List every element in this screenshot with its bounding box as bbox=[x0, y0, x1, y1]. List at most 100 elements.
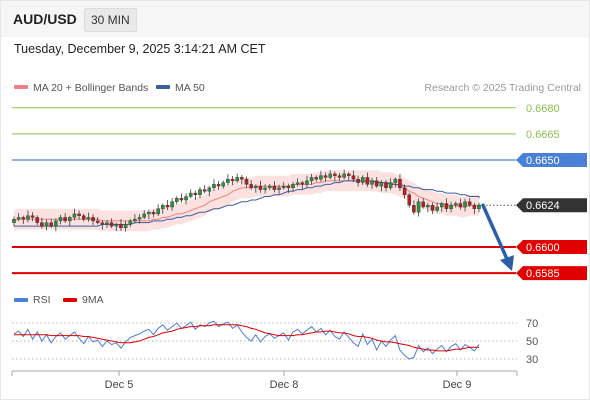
candle-body bbox=[40, 222, 44, 227]
candle-body bbox=[365, 177, 370, 185]
level-0-6650-label: 0.6650 bbox=[526, 155, 560, 167]
candle-body bbox=[21, 217, 26, 220]
header-bar: AUD/USD 30 MIN bbox=[1, 1, 589, 37]
price-level-labels: 0.6680 0.6665 0.6650 0.6624 0.6600 0.6585 bbox=[516, 103, 587, 281]
candle-body bbox=[463, 201, 467, 208]
candle-body bbox=[244, 178, 249, 185]
ma50-legend-label: MA 50 bbox=[175, 82, 205, 94]
candle-body bbox=[202, 189, 207, 192]
candle-body bbox=[12, 218, 16, 223]
ma50-legend-swatch bbox=[156, 85, 170, 89]
level-0-6680-label: 0.6680 bbox=[526, 103, 560, 115]
candle-body bbox=[67, 217, 72, 222]
candle-body bbox=[26, 215, 30, 220]
candle-body bbox=[188, 192, 193, 197]
candle-body bbox=[356, 178, 360, 183]
rsi-legend-swatch bbox=[14, 298, 28, 302]
candle-body bbox=[267, 185, 272, 189]
price-legend: MA 20 + Bollinger Bands MA 50 bbox=[14, 82, 205, 94]
ma20-legend-label: MA 20 + Bollinger Bands bbox=[33, 82, 148, 94]
candle-body bbox=[277, 187, 281, 190]
candle-body bbox=[444, 203, 449, 209]
candle-body bbox=[170, 201, 174, 208]
candle-body bbox=[467, 201, 472, 206]
rsi-level-label-30: 30 bbox=[526, 354, 538, 366]
candle-body bbox=[165, 205, 170, 208]
candle-body bbox=[379, 182, 384, 187]
candle-body bbox=[49, 222, 53, 227]
candle-body bbox=[426, 205, 430, 208]
ma20-legend-swatch bbox=[14, 85, 28, 89]
candle-body bbox=[384, 182, 388, 189]
candle-body bbox=[174, 198, 179, 202]
candle-body bbox=[253, 185, 258, 189]
candle-body bbox=[370, 180, 374, 185]
candle-body bbox=[458, 203, 463, 208]
candle-body bbox=[212, 184, 216, 189]
candle-body bbox=[291, 184, 295, 189]
candle-body bbox=[216, 184, 221, 187]
candle-body bbox=[323, 175, 328, 178]
candle-body bbox=[179, 198, 184, 201]
x-label-dec5: Dec 5 bbox=[105, 379, 134, 391]
ma50-line bbox=[14, 180, 480, 227]
candle-body bbox=[35, 217, 40, 223]
candle-body bbox=[398, 178, 402, 189]
candle-body bbox=[305, 180, 309, 185]
timeframe-selector[interactable]: 30 MIN bbox=[84, 8, 137, 32]
candle-body bbox=[351, 175, 356, 180]
level-0-6665-label: 0.6665 bbox=[526, 129, 560, 141]
rsi-panel: 70 50 30 bbox=[12, 318, 538, 366]
candle-body bbox=[16, 217, 21, 220]
level-0-6585-label: 0.6585 bbox=[526, 268, 560, 280]
candle-body bbox=[105, 222, 109, 225]
x-label-dec8: Dec 8 bbox=[270, 379, 299, 391]
candle-body bbox=[319, 175, 323, 180]
candle-body bbox=[142, 213, 147, 218]
candle-body bbox=[449, 205, 453, 209]
candle-body bbox=[137, 217, 142, 220]
forecast-layer bbox=[481, 203, 514, 272]
candle-body bbox=[295, 182, 300, 185]
candle-body bbox=[198, 189, 202, 196]
candle-body bbox=[393, 178, 398, 183]
candle-body bbox=[258, 185, 263, 190]
level-0-6585-tag bbox=[516, 266, 587, 281]
candle-body bbox=[337, 175, 342, 178]
rsi-ma-legend-label: 9MA bbox=[82, 294, 104, 306]
candle-body bbox=[109, 222, 114, 227]
bollinger-band-layer bbox=[14, 170, 479, 232]
candle-body bbox=[342, 173, 346, 178]
candle-body bbox=[402, 187, 407, 195]
candle-body bbox=[91, 217, 95, 222]
forecast-arrow-head bbox=[500, 255, 514, 272]
level-0-6624-label: 0.6624 bbox=[526, 200, 560, 212]
candle-body bbox=[72, 213, 77, 218]
candle-body bbox=[86, 217, 91, 220]
candle-body bbox=[160, 205, 165, 209]
candle-body bbox=[263, 187, 267, 190]
rsi-ma-line bbox=[14, 324, 479, 352]
candle-body bbox=[453, 203, 458, 206]
candle-body bbox=[58, 217, 63, 222]
candlestick-layer bbox=[12, 169, 481, 232]
level-0-6600-tag bbox=[516, 240, 587, 254]
candle-body bbox=[440, 203, 444, 208]
candle-body bbox=[230, 178, 235, 182]
rsi-level-label-50: 50 bbox=[526, 336, 538, 348]
candle-body bbox=[272, 185, 277, 190]
candle-body bbox=[156, 208, 160, 215]
candle-body bbox=[472, 205, 477, 209]
timestamp: Tuesday, December 9, 2025 3:14:21 AM CET bbox=[14, 42, 266, 56]
rsi-ma-legend-swatch bbox=[63, 298, 77, 302]
candle-body bbox=[374, 180, 379, 187]
candle-body bbox=[412, 205, 416, 213]
candle-body bbox=[147, 211, 151, 215]
candle-body bbox=[421, 201, 426, 208]
candle-body bbox=[226, 178, 230, 183]
level-0-6600-label: 0.6600 bbox=[526, 242, 560, 254]
candle-body bbox=[119, 224, 123, 229]
candle-body bbox=[477, 205, 481, 209]
